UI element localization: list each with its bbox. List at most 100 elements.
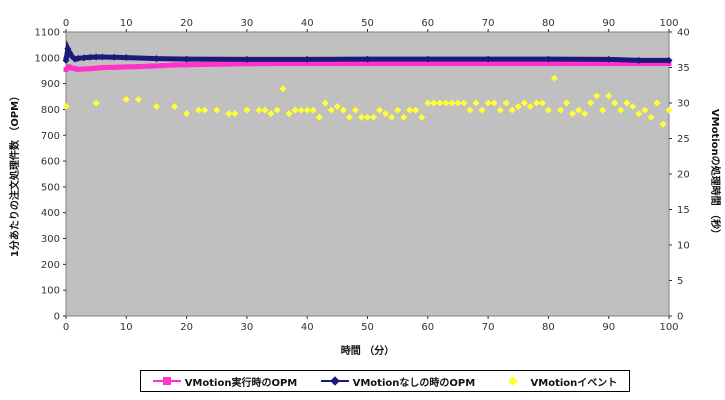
data-point [66, 64, 72, 70]
data-point [544, 55, 552, 63]
data-point [406, 106, 414, 114]
data-point [508, 106, 516, 114]
data-point [273, 106, 281, 114]
data-point [261, 106, 269, 114]
data-point [442, 99, 450, 107]
data-point [466, 106, 474, 114]
data-point [545, 60, 551, 66]
series-2 [62, 74, 673, 128]
data-point [520, 99, 528, 107]
y-left-tick-label: 100 [41, 286, 60, 297]
data-point [117, 64, 123, 70]
y-axis-right-ticks: 0 5 10 15 20 25 30 35 40 [669, 28, 690, 323]
data-point [172, 62, 178, 68]
data-point [665, 56, 673, 64]
data-point [478, 106, 486, 114]
data-point [605, 92, 613, 100]
data-point [231, 110, 239, 118]
data-point [315, 113, 323, 121]
data-point [279, 85, 287, 93]
legend-item-opm-no-vmotion: VMotionなしの時のOPM [320, 374, 475, 389]
data-point [357, 113, 365, 121]
x-top-tick-label: 30 [241, 18, 254, 29]
data-point [370, 113, 378, 121]
x-axis-bottom-ticks: 0 10 20 30 40 50 60 70 80 90 100 [63, 316, 679, 333]
data-point [87, 66, 93, 72]
y-right-tick-label: 30 [677, 99, 690, 110]
data-point [291, 106, 299, 114]
data-point [111, 64, 117, 70]
data-point [606, 60, 612, 66]
data-point [92, 53, 100, 61]
data-point [243, 55, 251, 63]
y-right-tick-label: 25 [677, 134, 690, 145]
y-left-tick-label: 800 [41, 105, 60, 116]
data-point [623, 99, 631, 107]
data-point [69, 65, 75, 71]
data-point [183, 55, 191, 63]
y-axis-left-title: 1分あたりの注文処理件数 （OPM） [8, 91, 21, 257]
legend-label-opm-vmotion: VMotion実行時のOPM [184, 377, 298, 389]
data-point [635, 110, 643, 118]
y-left-tick-label: 700 [41, 131, 60, 142]
legend-item-opm-vmotion: VMotion実行時のOPM [152, 374, 298, 389]
data-point [81, 66, 87, 72]
data-point [339, 106, 347, 114]
x-top-tick-label: 50 [361, 18, 374, 29]
data-point [490, 99, 498, 107]
data-point [327, 106, 335, 114]
x-top-tick-label: 0 [63, 18, 69, 29]
data-point [122, 54, 130, 62]
x-bottom-tick-label: 50 [361, 322, 374, 333]
data-point [152, 55, 160, 63]
data-point [304, 60, 310, 66]
x-bottom-tick-label: 40 [301, 322, 314, 333]
x-top-tick-label: 10 [120, 18, 133, 29]
y-right-tick-label: 20 [677, 170, 690, 181]
x-top-tick-label: 80 [542, 18, 555, 29]
data-point [214, 61, 220, 67]
x-axis-title: 時間 （分） [341, 344, 394, 357]
y-left-tick-label: 200 [41, 260, 60, 271]
x-top-tick-label: 20 [180, 18, 193, 29]
data-point [195, 106, 203, 114]
data-point [412, 106, 420, 114]
data-point [550, 74, 558, 82]
data-point [152, 103, 160, 111]
data-point [665, 106, 673, 114]
data-point [147, 63, 153, 69]
data-point [297, 106, 305, 114]
data-point [63, 66, 69, 72]
y-axis-right-title: VMotionの処理時間 （秒） [709, 109, 722, 239]
series-1 [62, 40, 673, 64]
x-bottom-tick-label: 60 [421, 322, 434, 333]
data-point [255, 106, 263, 114]
data-point [532, 99, 540, 107]
y-right-tick-label: 10 [677, 241, 690, 252]
data-point [110, 53, 118, 61]
data-point [485, 60, 491, 66]
data-point [201, 106, 209, 114]
data-point [92, 99, 100, 107]
data-point [502, 99, 510, 107]
y-axis-left-ticks: 0 100 200 300 400 500 600 700 800 900 1000 1100 [35, 28, 66, 323]
data-point [86, 53, 94, 61]
data-point [526, 103, 534, 111]
data-point [388, 113, 396, 121]
data-point [400, 113, 408, 121]
data-point [365, 60, 370, 66]
data-point [62, 56, 70, 64]
data-point [484, 55, 492, 63]
y-left-tick-label: 0 [54, 312, 60, 323]
data-point [587, 99, 595, 107]
legend: VMotion実行時のOPM VMotionなしの時のOPM VMotionイベ… [140, 370, 630, 392]
y-right-tick-label: 35 [677, 63, 690, 74]
y-right-tick-label: 0 [677, 312, 683, 323]
data-point [184, 62, 190, 68]
data-point [635, 56, 643, 64]
data-point [309, 106, 317, 114]
data-point [430, 99, 438, 107]
data-point [75, 66, 81, 72]
y-left-tick-label: 500 [41, 182, 60, 193]
